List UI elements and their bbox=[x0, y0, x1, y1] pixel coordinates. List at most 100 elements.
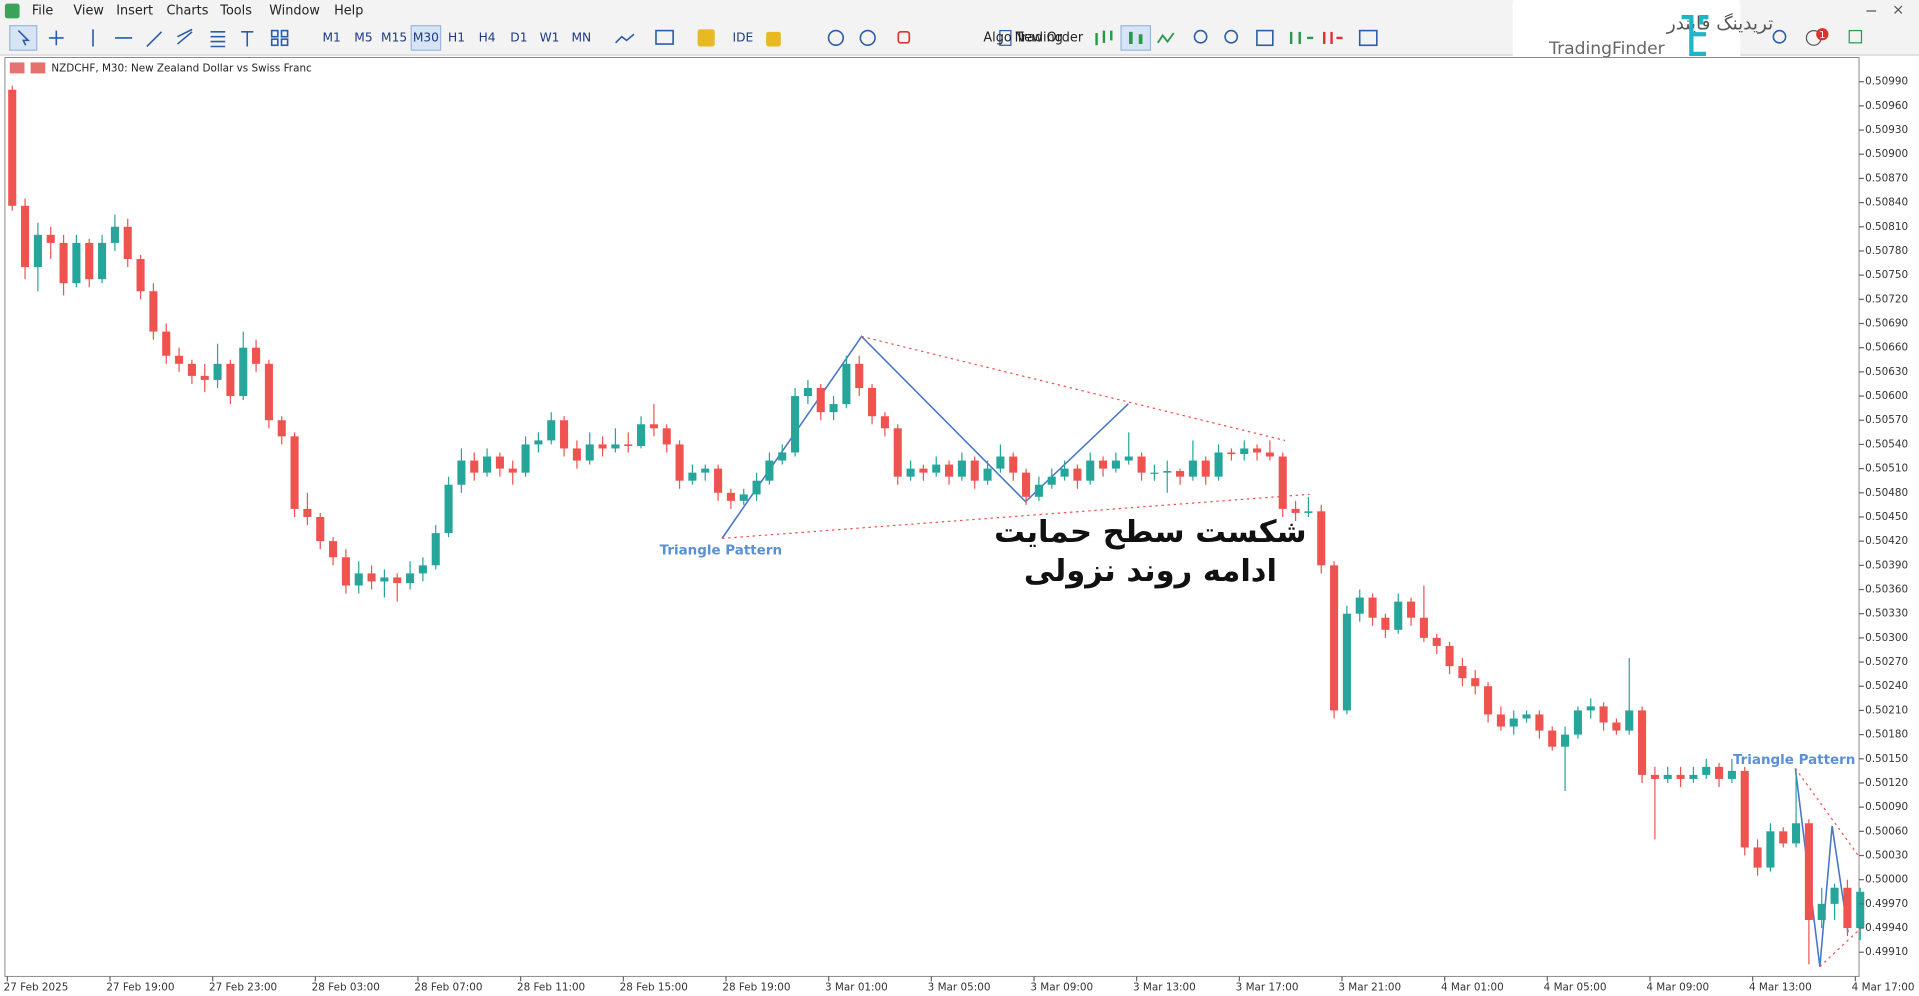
zoom-out-icon[interactable] bbox=[1224, 29, 1239, 44]
y-tick-label: 0.50330 bbox=[1865, 608, 1908, 620]
timeframe-button[interactable]: H1 bbox=[448, 30, 465, 44]
y-tick-label: 0.50600 bbox=[1865, 390, 1908, 402]
signals-icon[interactable] bbox=[766, 31, 781, 47]
candle-body bbox=[945, 464, 954, 477]
candle-body bbox=[1548, 730, 1557, 747]
shapes-icon bbox=[280, 29, 289, 38]
candle-body bbox=[1304, 511, 1313, 513]
crosshair-icon[interactable] bbox=[48, 30, 64, 46]
menu-item[interactable]: View bbox=[73, 4, 103, 19]
pattern-lower-line bbox=[722, 493, 1310, 539]
y-tick-label: 0.50480 bbox=[1865, 487, 1908, 499]
tile-icon[interactable] bbox=[1256, 29, 1274, 47]
candle-body bbox=[893, 428, 902, 477]
algo-icon bbox=[897, 30, 911, 44]
y-tick-label: 0.50210 bbox=[1865, 704, 1908, 716]
hosting-icon[interactable] bbox=[859, 29, 876, 47]
window-controls[interactable] bbox=[1866, 5, 1903, 14]
new-order-label[interactable]: New Order bbox=[1015, 30, 1084, 45]
shapes-icon[interactable] bbox=[270, 29, 279, 38]
candle-body bbox=[1612, 722, 1621, 731]
y-tick-label: 0.50840 bbox=[1865, 197, 1908, 209]
search-icon[interactable] bbox=[1772, 29, 1787, 44]
cursor-button[interactable] bbox=[9, 25, 38, 51]
candle-body bbox=[957, 460, 966, 477]
fibo-icon[interactable] bbox=[210, 31, 226, 48]
zoom-in-icon[interactable] bbox=[1193, 29, 1208, 44]
y-tick-label: 0.50270 bbox=[1865, 656, 1908, 668]
candle-body bbox=[329, 541, 338, 558]
timeframe-button[interactable]: MN bbox=[571, 30, 591, 44]
y-tick-label: 0.50690 bbox=[1865, 318, 1908, 330]
text-icon[interactable] bbox=[241, 31, 254, 47]
candle-body bbox=[85, 242, 94, 280]
menu-item[interactable]: Window bbox=[269, 4, 320, 19]
note-line: ادامه روند نزولی bbox=[1024, 554, 1277, 589]
template-icon[interactable] bbox=[655, 29, 674, 45]
candle-body bbox=[1432, 637, 1441, 646]
candle-body bbox=[996, 456, 1005, 469]
candle-body bbox=[508, 468, 517, 473]
screenshot-icon[interactable] bbox=[1358, 29, 1378, 47]
timeframe-button[interactable]: D1 bbox=[510, 30, 527, 44]
candle-body bbox=[1047, 476, 1056, 485]
candle-body bbox=[624, 444, 633, 447]
menu-item[interactable]: Help bbox=[334, 4, 363, 19]
candle-body bbox=[1034, 484, 1043, 497]
timeframe-button[interactable]: M1 bbox=[322, 30, 340, 44]
ide-label[interactable]: IDE bbox=[733, 30, 754, 44]
candle-body bbox=[1253, 448, 1262, 453]
y-tick-label: 0.50060 bbox=[1865, 825, 1908, 837]
candle-body bbox=[1484, 686, 1493, 715]
timeframe-button[interactable]: H4 bbox=[479, 30, 496, 44]
chart-icon bbox=[30, 62, 46, 74]
app-icon bbox=[4, 3, 20, 19]
candle-body bbox=[714, 468, 723, 493]
badge bbox=[1816, 28, 1829, 41]
menu-item[interactable]: Charts bbox=[166, 4, 208, 19]
timeframe-button[interactable]: M5 bbox=[354, 30, 372, 44]
shift-icon[interactable] bbox=[1322, 31, 1343, 45]
candle-body bbox=[1419, 617, 1428, 638]
candle-body bbox=[649, 424, 658, 429]
toolbar-icons bbox=[9, 5, 1903, 51]
menu-item[interactable]: Tools bbox=[219, 4, 252, 19]
algo-trading-label[interactable]: Algo Trading bbox=[983, 30, 1062, 45]
candle-body bbox=[1522, 714, 1531, 719]
candle-body bbox=[1638, 710, 1647, 775]
menu-item[interactable]: File bbox=[32, 4, 54, 19]
candle-body bbox=[72, 242, 81, 284]
candles-button[interactable] bbox=[1120, 25, 1152, 51]
vps-icon[interactable] bbox=[827, 29, 845, 47]
candle-body bbox=[855, 363, 864, 388]
badge-count: 1 bbox=[1819, 30, 1825, 41]
shapes-icon bbox=[280, 38, 289, 47]
menu-item[interactable]: Insert bbox=[116, 4, 153, 19]
x-tick-label: 3 Mar 01:00 bbox=[825, 981, 888, 993]
candle-body bbox=[1856, 891, 1865, 929]
channel-icon[interactable] bbox=[176, 28, 193, 45]
candle-body bbox=[1753, 847, 1762, 868]
timeframe-button[interactable]: W1 bbox=[540, 30, 560, 44]
candle-body bbox=[470, 460, 479, 473]
candle-body bbox=[765, 460, 774, 481]
line-icon[interactable] bbox=[1157, 32, 1175, 44]
bars-icon[interactable] bbox=[1095, 30, 1113, 46]
market-icon[interactable] bbox=[697, 29, 715, 47]
candle-body bbox=[1715, 766, 1724, 779]
trendline-icon[interactable] bbox=[146, 31, 163, 48]
chart-icon bbox=[9, 62, 25, 74]
candle-body bbox=[1407, 601, 1416, 618]
candle-body bbox=[919, 468, 928, 473]
candle-body bbox=[701, 468, 710, 473]
candle-body bbox=[1265, 452, 1274, 457]
candle-body bbox=[675, 444, 684, 481]
indicator-icon[interactable] bbox=[615, 33, 635, 44]
pattern-label: Triangle Pattern bbox=[1733, 753, 1855, 768]
timeframe-button[interactable]: M15 bbox=[381, 30, 407, 44]
profile-icon[interactable] bbox=[1848, 29, 1863, 44]
scroll-icon[interactable] bbox=[1289, 31, 1314, 45]
candle-body bbox=[688, 472, 697, 481]
candle-body bbox=[8, 89, 17, 206]
timeframe-button[interactable]: M30 bbox=[413, 30, 439, 44]
